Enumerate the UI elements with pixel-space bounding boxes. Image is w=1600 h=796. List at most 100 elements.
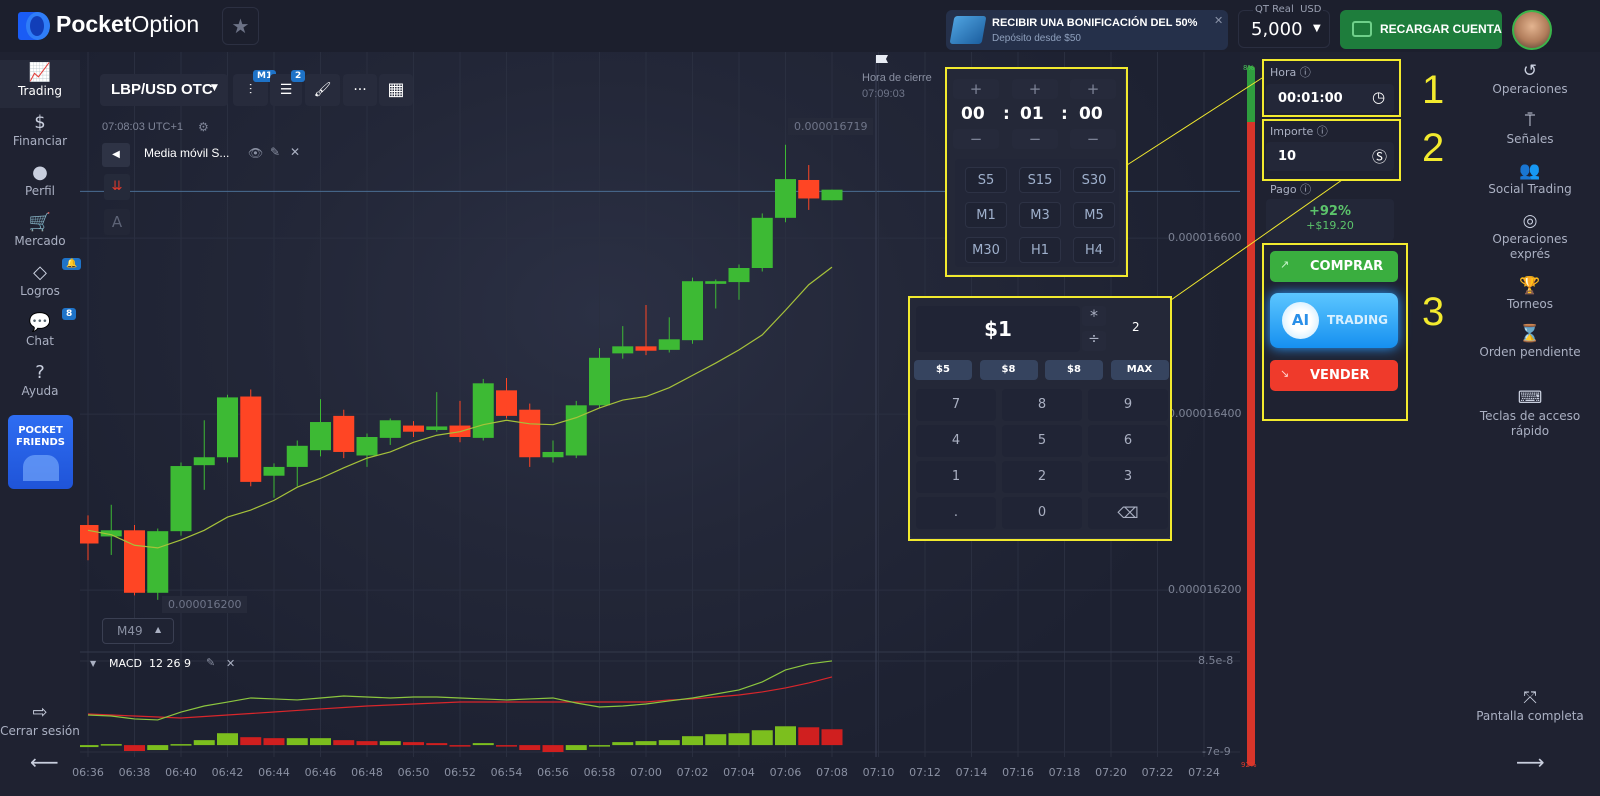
collapse-macd-icon[interactable]: ▼ bbox=[90, 659, 97, 668]
candle[interactable] bbox=[658, 317, 680, 353]
hours-value[interactable]: 00 bbox=[961, 104, 985, 124]
dollar-circle-icon[interactable]: Ⓢ bbox=[1372, 148, 1388, 166]
hours-minus-button[interactable]: − bbox=[953, 129, 999, 149]
close-icon[interactable]: ✕ bbox=[1214, 14, 1224, 27]
candle[interactable] bbox=[80, 515, 99, 561]
candle[interactable] bbox=[379, 418, 401, 445]
amount-display[interactable]: $1 bbox=[916, 306, 1080, 352]
candle[interactable] bbox=[263, 463, 285, 498]
key-5[interactable]: 5 bbox=[1002, 425, 1082, 457]
candle[interactable] bbox=[519, 403, 541, 467]
minutes-value[interactable]: 01 bbox=[1020, 104, 1044, 124]
minutes-plus-button[interactable]: + bbox=[1012, 79, 1058, 99]
key-6[interactable]: 6 bbox=[1088, 425, 1168, 457]
sidebar-item-trading[interactable]: 📈 Trading bbox=[0, 60, 80, 108]
sidebar-item-mercado[interactable]: 🛒 Mercado bbox=[0, 210, 80, 258]
key-7[interactable]: 7 bbox=[916, 389, 996, 421]
expand-right-arrow-icon[interactable]: ⟶ bbox=[1516, 750, 1545, 774]
clock-icon[interactable]: ◷ bbox=[1372, 88, 1386, 106]
preset-m30[interactable]: M30 bbox=[965, 237, 1007, 263]
candle[interactable] bbox=[333, 409, 355, 459]
candle[interactable] bbox=[589, 348, 610, 408]
sidebar-item-pantalla-completa[interactable]: ⤧ Pantalla completa bbox=[1460, 687, 1600, 724]
candle[interactable] bbox=[193, 420, 215, 490]
zoom-level-button[interactable]: M49 ▲ bbox=[102, 618, 174, 644]
drawing-tools-button[interactable]: 🖌 bbox=[305, 74, 340, 106]
sidebar-item-perfil[interactable]: ● Perfil bbox=[0, 160, 80, 208]
close-indicator-icon[interactable]: ✕ bbox=[290, 145, 301, 159]
quick-amount-button[interactable]: $5 bbox=[914, 360, 972, 380]
multiply-button[interactable]: * bbox=[1082, 306, 1106, 326]
candle[interactable] bbox=[821, 189, 843, 201]
candle[interactable] bbox=[240, 389, 262, 487]
preset-m5[interactable]: M5 bbox=[1073, 202, 1115, 228]
key-2[interactable]: 2 bbox=[1002, 461, 1082, 493]
key-1[interactable]: 1 bbox=[916, 461, 996, 493]
layout-button[interactable]: ▦ bbox=[379, 74, 413, 106]
bonus-banner[interactable]: RECIBIR UNA BONIFICACIÓN DEL 50% Depósit… bbox=[946, 10, 1228, 50]
hours-plus-button[interactable]: + bbox=[953, 79, 999, 99]
candle[interactable] bbox=[612, 326, 634, 359]
candle[interactable] bbox=[635, 304, 657, 356]
sidebar-item-teclas-de-acceso-rápido[interactable]: ⌨ Teclas de acceso rápido bbox=[1460, 387, 1600, 439]
candle[interactable] bbox=[472, 378, 494, 441]
candle[interactable] bbox=[542, 440, 564, 463]
collapse-left-arrow-icon[interactable]: ⟵ bbox=[30, 750, 59, 774]
help-icon[interactable]: ⓘ bbox=[1299, 66, 1311, 79]
sidebar-item-social-trading[interactable]: 👥 Social Trading bbox=[1460, 160, 1600, 197]
sidebar-item-logros[interactable]: ◇ Logros bbox=[0, 260, 80, 308]
candle[interactable] bbox=[496, 378, 517, 419]
seconds-minus-button[interactable]: − bbox=[1070, 129, 1116, 149]
eye-icon[interactable]: 👁 bbox=[248, 146, 264, 160]
candle[interactable] bbox=[775, 144, 796, 223]
sidebar-item-chat[interactable]: 💬 Chat bbox=[0, 310, 80, 358]
trade-arrows-icon[interactable]: ⇊ bbox=[104, 174, 130, 200]
sell-button[interactable]: ↘ VENDER bbox=[1270, 360, 1398, 391]
preset-s15[interactable]: S15 bbox=[1019, 167, 1061, 193]
key-8[interactable]: 8 bbox=[1002, 389, 1082, 421]
sidebar-item-orden-pendiente[interactable]: ⌛ Orden pendiente bbox=[1460, 323, 1600, 360]
candle[interactable] bbox=[682, 277, 703, 344]
ai-trading-button[interactable]: AI TRADING bbox=[1270, 293, 1398, 348]
sidebar-item-operaciones[interactable]: ↺ Operaciones bbox=[1460, 60, 1600, 97]
candle[interactable] bbox=[798, 165, 820, 210]
quick-amount-button[interactable]: $8 bbox=[979, 360, 1038, 380]
logo-icon[interactable] bbox=[18, 12, 50, 40]
preset-h4[interactable]: H4 bbox=[1073, 237, 1115, 263]
sidebar-item-ayuda[interactable]: ? Ayuda bbox=[0, 360, 80, 408]
pocket-friends-banner[interactable]: POCKET FRIENDS bbox=[8, 415, 73, 489]
candle[interactable] bbox=[217, 394, 238, 463]
logout-button[interactable]: ⇨ Cerrar sesión bbox=[0, 702, 80, 738]
key-4[interactable]: 4 bbox=[916, 425, 996, 457]
candle[interactable] bbox=[426, 392, 448, 432]
key-0[interactable]: 0 bbox=[1002, 497, 1082, 529]
multiplier-value[interactable]: 2 bbox=[1132, 320, 1140, 334]
candle[interactable] bbox=[170, 462, 192, 536]
sidebar-item-torneos[interactable]: 🏆 Torneos bbox=[1460, 275, 1600, 312]
amount-input[interactable]: 10 Ⓢ bbox=[1266, 142, 1394, 171]
candle[interactable] bbox=[565, 400, 587, 459]
candle[interactable] bbox=[147, 528, 169, 600]
key-3[interactable]: 3 bbox=[1088, 461, 1168, 493]
backspace-icon[interactable]: ⌫ bbox=[1088, 497, 1168, 529]
sidebar-item-señales[interactable]: ⍑ Señales bbox=[1460, 110, 1600, 147]
preset-h1[interactable]: H1 bbox=[1019, 237, 1061, 263]
quick-amount-button[interactable]: $8 bbox=[1045, 360, 1103, 380]
close-macd-icon[interactable]: ✕ bbox=[226, 657, 236, 670]
candle[interactable] bbox=[310, 399, 331, 457]
preset-s5[interactable]: S5 bbox=[965, 167, 1007, 193]
pencil-icon[interactable]: ✎ bbox=[206, 656, 216, 669]
topup-account-button[interactable]: RECARGAR CUENTA bbox=[1340, 10, 1502, 49]
preset-m1[interactable]: M1 bbox=[965, 202, 1007, 228]
candle[interactable] bbox=[751, 213, 773, 272]
preset-s30[interactable]: S30 bbox=[1073, 167, 1115, 193]
candle[interactable] bbox=[705, 279, 727, 309]
candle[interactable] bbox=[100, 504, 122, 555]
favorite-star-button[interactable]: ★ bbox=[222, 7, 259, 45]
candle[interactable] bbox=[286, 440, 308, 487]
candle[interactable] bbox=[403, 421, 424, 437]
candle[interactable] bbox=[449, 400, 471, 443]
help-icon[interactable]: ⓘ bbox=[1316, 125, 1328, 138]
settings-gear-icon[interactable]: ⚙ bbox=[198, 120, 209, 134]
account-balance-selector[interactable]: QT Real USD 5,000 ▼ bbox=[1238, 4, 1330, 48]
